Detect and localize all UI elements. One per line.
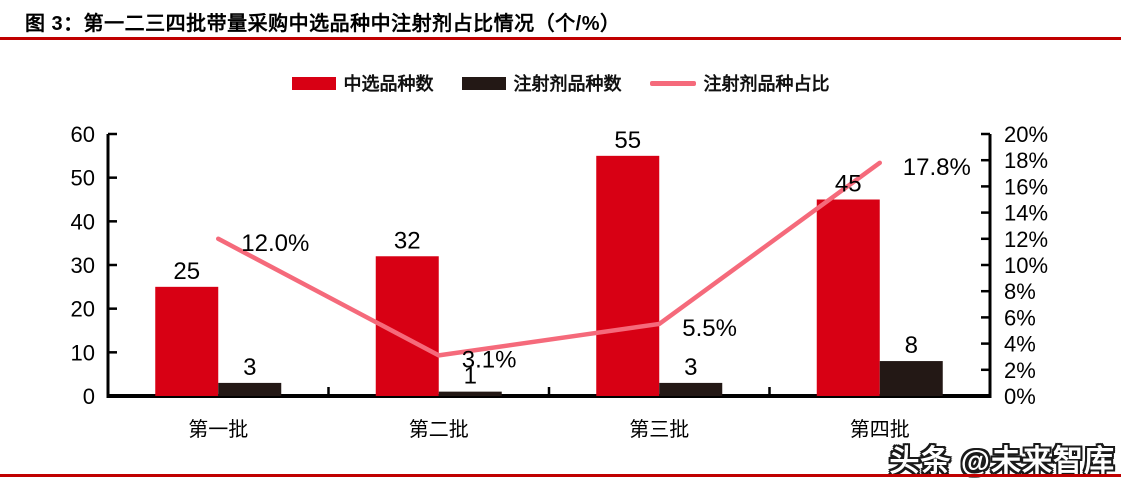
right-axis-tick-label: 18% <box>1004 148 1048 173</box>
selected-count-bar-label: 55 <box>614 127 641 154</box>
injection-count-bar <box>218 382 282 396</box>
selected-count-bar <box>155 286 219 396</box>
left-axis-tick-label: 0 <box>83 384 95 409</box>
left-axis-tick-label: 50 <box>71 166 95 191</box>
selected-count-bar-label: 45 <box>835 171 862 198</box>
injection-share-line <box>216 160 882 358</box>
legend-label-selected-count: 中选品种数 <box>343 74 434 94</box>
right-axis-tick-label: 16% <box>1004 174 1048 199</box>
left-axis-tick-label: 30 <box>71 253 95 278</box>
injection-count-bar-label: 8 <box>905 332 918 359</box>
right-axis-tick-label: 10% <box>1004 253 1048 278</box>
watermark: 头条 @未来智库 <box>889 445 1115 478</box>
injection-count-bar-label: 3 <box>243 354 256 381</box>
injection-share-label: 12.0% <box>241 230 309 257</box>
injection-count-bar <box>879 361 943 396</box>
right-axis-tick-label: 8% <box>1004 279 1036 304</box>
right-axis-tick-label: 0% <box>1004 384 1036 409</box>
injection-count-bar-label: 1 <box>464 363 477 390</box>
legend-item-selected-count: 中选品种数 <box>291 70 434 96</box>
left-axis-tick-label: 60 <box>71 122 95 147</box>
injection-count-bar <box>659 382 723 396</box>
right-axis-tick-label: 12% <box>1004 227 1048 252</box>
figure-title: 图 3：第一二三四批带量采购中选品种中注射剂占比情况（个/%） <box>25 13 621 35</box>
legend-label-injection-count: 注射剂品种数 <box>513 74 622 94</box>
right-axis-tick-label: 4% <box>1004 332 1036 357</box>
left-axis-tick-label: 10 <box>71 340 95 365</box>
selected-count-bar <box>816 199 880 396</box>
legend-label-injection-share: 注射剂品种占比 <box>703 74 830 94</box>
left-axis-tick-label: 20 <box>71 297 95 322</box>
category-label: 第三批 <box>629 418 689 441</box>
bottom-divider <box>0 474 1121 477</box>
category-label: 第一批 <box>188 418 248 441</box>
injection-count-bar-label: 3 <box>684 354 697 381</box>
right-axis-tick-label: 14% <box>1004 201 1048 226</box>
injection-count-bar <box>438 391 502 396</box>
legend-swatch-injection-count <box>461 76 506 90</box>
injection-share-label: 17.8% <box>903 154 971 181</box>
legend-swatch-injection-share <box>649 80 696 86</box>
category-label: 第二批 <box>409 418 469 441</box>
legend-item-injection-share: 注射剂品种占比 <box>649 70 830 96</box>
title-divider <box>0 37 1121 40</box>
injection-share-label: 5.5% <box>682 315 737 342</box>
right-axis-tick-label: 6% <box>1004 305 1036 330</box>
legend: 中选品种数 注射剂品种数 注射剂品种占比 <box>0 70 1121 96</box>
right-axis-tick-label: 2% <box>1004 358 1036 383</box>
left-axis-tick-label: 40 <box>71 209 95 234</box>
selected-count-bar-label: 32 <box>394 227 421 254</box>
right-axis-tick-label: 20% <box>1004 122 1048 147</box>
injection-share-label: 3.1% <box>462 346 517 373</box>
category-label: 第四批 <box>850 418 910 441</box>
legend-swatch-selected-count <box>291 76 336 90</box>
legend-item-injection-count: 注射剂品种数 <box>461 70 622 96</box>
selected-count-bar <box>596 155 660 396</box>
selected-count-bar-label: 25 <box>173 258 200 285</box>
